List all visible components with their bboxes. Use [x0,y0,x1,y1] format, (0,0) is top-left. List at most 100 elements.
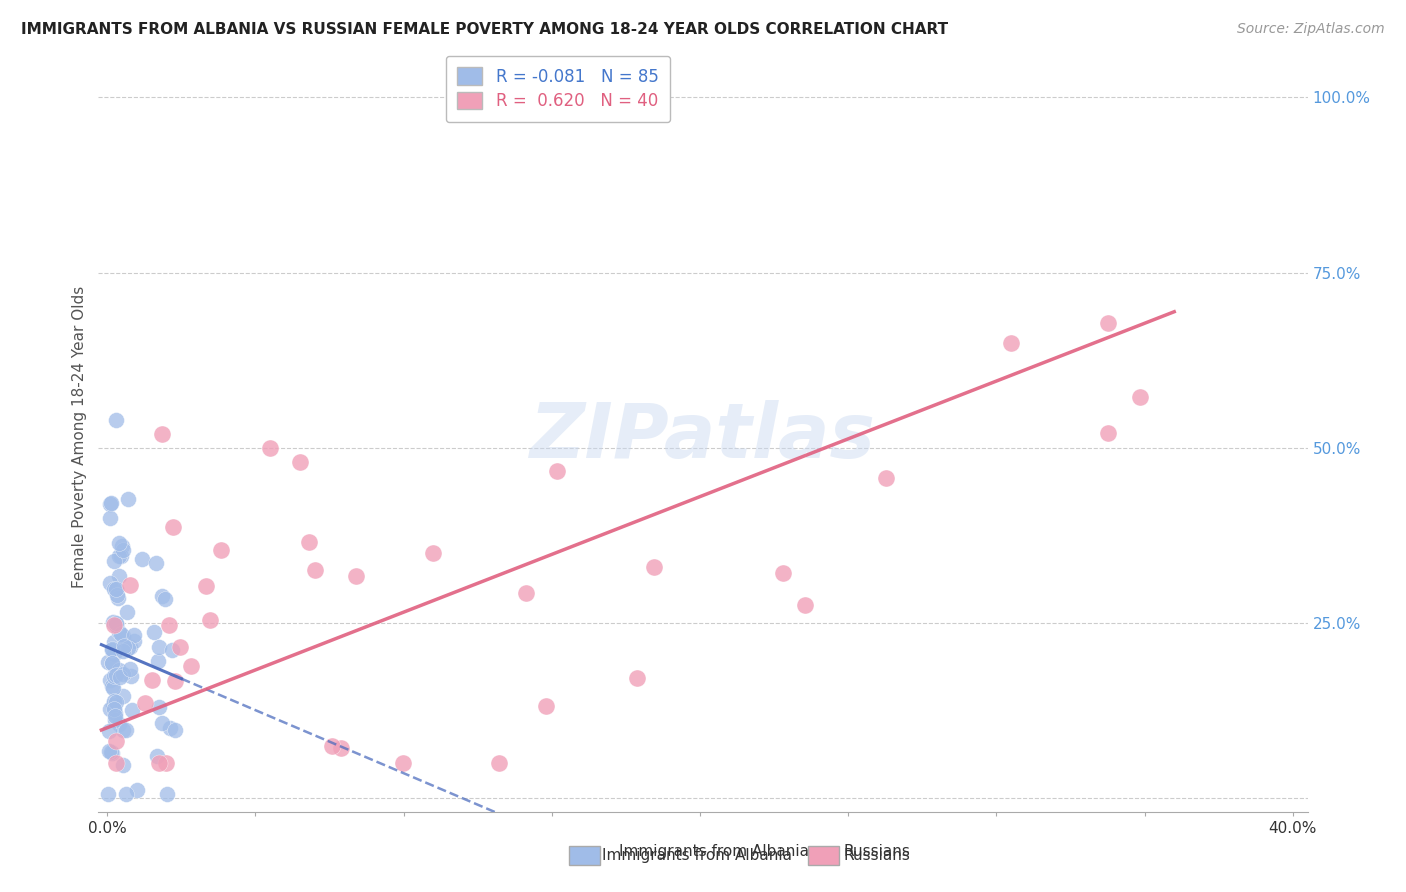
Point [104,695,127,709]
Point [160,643,183,657]
Point [148,700,170,714]
Point [105,616,128,631]
Point [159,721,181,735]
Point [103,582,125,596]
Point [104,709,127,723]
Point [141,673,163,687]
Point [157,618,180,632]
Point [150,716,173,731]
Point [100,576,122,591]
Point [120,578,142,592]
Point [162,520,184,534]
Point [103,694,125,708]
Point [195,578,218,592]
Point [772,566,794,581]
Point [108,535,131,549]
Point [105,582,128,597]
Point [103,647,125,661]
Point [169,640,191,654]
Text: Russians: Russians [844,845,911,859]
Point [97,744,120,758]
Point [112,667,135,681]
Point [114,723,136,737]
Point [150,427,173,442]
Point [626,671,648,685]
Point [298,534,321,549]
Text: Immigrants from Albania: Immigrants from Albania [619,845,808,859]
Point [112,542,135,557]
Text: IMMIGRANTS FROM ALBANIA VS RUSSIAN FEMALE POVERTY AMONG 18-24 YEAR OLDS CORRELAT: IMMIGRANTS FROM ALBANIA VS RUSSIAN FEMAL… [21,22,948,37]
Point [875,470,897,484]
Point [103,618,125,632]
Text: Immigrants from Albania: Immigrants from Albania [602,848,792,863]
Point [103,615,125,629]
Point [100,643,122,657]
Text: ZIPatlas: ZIPatlas [530,401,876,474]
Point [114,787,136,801]
Point [488,756,510,770]
Text: Russians: Russians [844,848,911,863]
Point [392,756,415,770]
Point [108,625,131,640]
Point [146,748,169,763]
Point [112,639,135,653]
Point [304,563,326,577]
Point [105,618,128,632]
Point [98,701,121,715]
Point [515,586,537,600]
Point [156,787,179,801]
Point [259,441,281,455]
Point [105,588,128,602]
Point [107,716,129,731]
Point [100,745,122,759]
Point [344,568,367,582]
Point [122,634,145,648]
Point [100,496,122,510]
Point [118,662,141,676]
Point [125,783,148,797]
Point [536,698,558,713]
Point [117,640,139,655]
Point [163,673,186,688]
Point [100,656,122,670]
Point [101,681,124,695]
Point [153,591,176,606]
Point [198,614,221,628]
Point [103,668,125,682]
Point [103,554,125,568]
Point [103,702,125,716]
Point [643,559,665,574]
Point [98,673,121,687]
Point [134,696,156,710]
Point [1097,316,1119,330]
Point [1129,390,1152,404]
Point [101,656,124,670]
Y-axis label: Female Poverty Among 18-24 Year Olds: Female Poverty Among 18-24 Year Olds [72,286,87,588]
Point [105,412,128,426]
Point [104,756,127,770]
Point [122,627,145,641]
Point [104,706,127,720]
Point [97,655,120,669]
Point [107,591,129,605]
Point [105,617,128,632]
Point [104,734,127,748]
Point [98,510,121,524]
Point [108,549,131,563]
Point [146,655,169,669]
Point [150,589,173,603]
Point [103,702,125,716]
Point [97,724,120,739]
Point [120,669,142,683]
Point [794,598,817,612]
Point [145,556,167,570]
Point [143,624,166,639]
Point [288,454,311,468]
Point [155,756,177,770]
Point [118,640,141,655]
Text: Source: ZipAtlas.com: Source: ZipAtlas.com [1237,22,1385,37]
Point [101,642,124,657]
Point [108,670,131,684]
Point [321,739,343,753]
Point [115,605,138,619]
